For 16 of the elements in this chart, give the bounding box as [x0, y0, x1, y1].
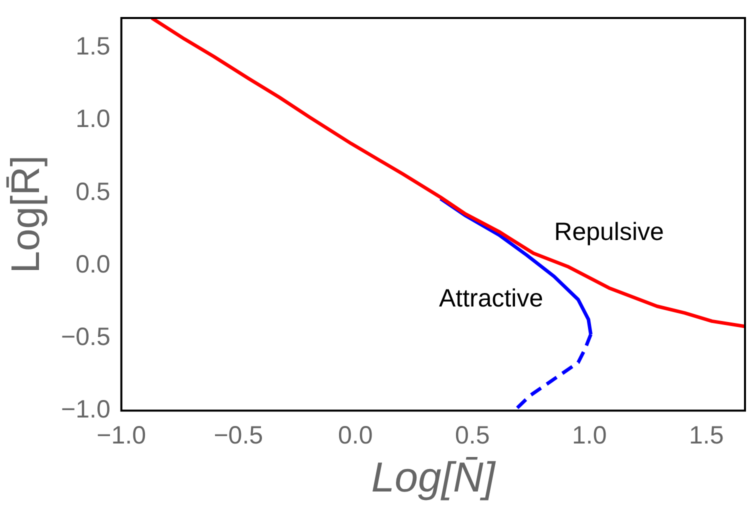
x-tick-label: −0.5 — [214, 421, 264, 450]
y-tick-label: −1.0 — [60, 395, 110, 424]
x-tick-label: 0.5 — [454, 421, 490, 450]
x-tick-label: 0.0 — [338, 421, 373, 450]
series-label: Repulsive — [554, 218, 664, 246]
y-tick-label: 1.5 — [76, 32, 110, 61]
x-tick-label: 1.5 — [689, 421, 724, 450]
y-tick-label: 0.0 — [76, 250, 110, 278]
x-tick-label: −1.0 — [96, 421, 146, 450]
x-tick-label: 1.0 — [572, 421, 607, 450]
x-axis-title: Log[N̄] — [371, 453, 496, 500]
y-tick-label: 0.5 — [76, 178, 110, 206]
y-axis-title: Log[R̄] — [4, 155, 48, 274]
y-tick-label: 1.0 — [76, 105, 110, 134]
y-tick-label: −0.5 — [60, 322, 110, 351]
series-label: Attractive — [438, 284, 544, 312]
